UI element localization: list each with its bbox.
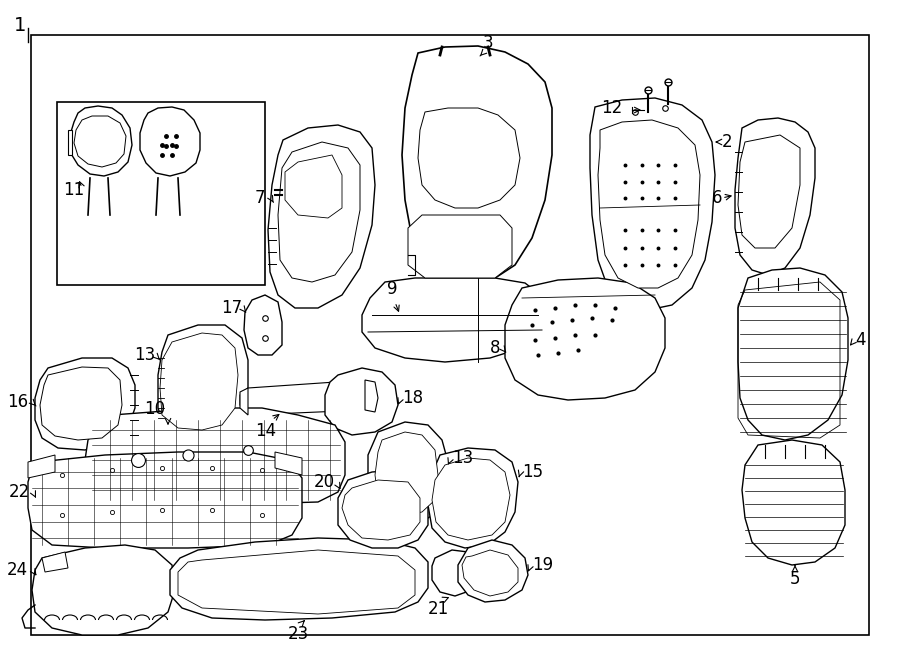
Text: 12: 12 <box>601 99 622 117</box>
Polygon shape <box>458 540 528 602</box>
Polygon shape <box>408 215 512 278</box>
Polygon shape <box>738 135 800 248</box>
Polygon shape <box>365 380 378 412</box>
Polygon shape <box>590 98 715 310</box>
Text: 18: 18 <box>402 389 423 407</box>
Text: 2: 2 <box>722 133 733 151</box>
Text: 8: 8 <box>490 339 500 357</box>
Text: 6: 6 <box>712 189 722 207</box>
Text: 21: 21 <box>428 600 448 618</box>
Polygon shape <box>278 142 360 282</box>
Polygon shape <box>342 480 420 540</box>
Polygon shape <box>735 118 815 275</box>
Text: 11: 11 <box>63 181 85 199</box>
Text: 10: 10 <box>144 400 166 418</box>
Text: 15: 15 <box>522 463 543 481</box>
Text: 9: 9 <box>387 280 397 298</box>
Polygon shape <box>285 155 342 218</box>
Polygon shape <box>170 538 428 620</box>
Text: 3: 3 <box>483 34 493 52</box>
Polygon shape <box>74 116 126 167</box>
Polygon shape <box>85 408 345 505</box>
Text: 22: 22 <box>9 483 30 501</box>
Text: 17: 17 <box>220 299 242 317</box>
Text: 16: 16 <box>7 393 28 411</box>
Polygon shape <box>268 125 375 308</box>
Polygon shape <box>432 458 510 540</box>
Text: 19: 19 <box>532 556 554 574</box>
Polygon shape <box>32 545 175 635</box>
Polygon shape <box>418 108 520 208</box>
Polygon shape <box>70 106 132 176</box>
Polygon shape <box>68 130 72 155</box>
Text: 20: 20 <box>314 473 335 491</box>
Polygon shape <box>362 278 545 362</box>
Text: 24: 24 <box>7 561 28 579</box>
Polygon shape <box>240 380 372 415</box>
Polygon shape <box>244 295 282 355</box>
Polygon shape <box>28 452 302 548</box>
Polygon shape <box>505 278 665 400</box>
Polygon shape <box>240 388 248 415</box>
Polygon shape <box>338 470 428 548</box>
Polygon shape <box>598 120 700 288</box>
Polygon shape <box>35 358 135 450</box>
Bar <box>57 102 265 285</box>
Polygon shape <box>28 455 55 478</box>
Text: 5: 5 <box>790 570 800 588</box>
Polygon shape <box>178 550 415 614</box>
Polygon shape <box>742 440 845 565</box>
Polygon shape <box>160 333 238 430</box>
Polygon shape <box>402 46 552 283</box>
Text: 13: 13 <box>452 449 473 467</box>
Polygon shape <box>158 325 248 442</box>
Text: 1: 1 <box>14 16 26 35</box>
Text: 7: 7 <box>255 189 265 207</box>
Polygon shape <box>368 422 448 522</box>
Text: 4: 4 <box>855 331 866 349</box>
Polygon shape <box>325 368 398 435</box>
Polygon shape <box>738 268 848 440</box>
Text: 14: 14 <box>255 422 276 440</box>
Polygon shape <box>462 550 518 596</box>
Polygon shape <box>428 448 518 548</box>
Polygon shape <box>432 550 480 596</box>
Polygon shape <box>275 452 302 475</box>
Polygon shape <box>140 107 200 176</box>
Text: 13: 13 <box>134 346 155 364</box>
Polygon shape <box>40 367 122 440</box>
Polygon shape <box>42 552 68 572</box>
Text: 23: 23 <box>287 625 309 643</box>
Polygon shape <box>375 432 438 515</box>
